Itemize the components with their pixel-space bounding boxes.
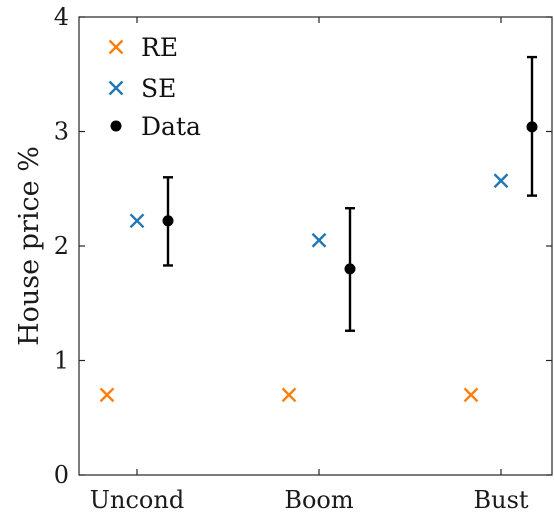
legend-label: RE <box>141 33 178 62</box>
legend-item-data: Data <box>110 112 201 141</box>
se-point <box>311 232 327 248</box>
legend-label: SE <box>141 74 176 103</box>
y-tick-label: 3 <box>54 118 69 146</box>
y-tick-label: 4 <box>54 3 69 31</box>
se-point <box>493 173 509 189</box>
legend-item-re: RE <box>108 33 178 62</box>
series-se <box>129 173 509 248</box>
legend-label: Data <box>141 112 201 141</box>
x-axis: Uncond Boom Bust <box>90 17 529 514</box>
series-re <box>99 387 479 403</box>
series-data <box>162 55 538 332</box>
y-tick-label: 0 <box>54 461 69 489</box>
plot-area <box>99 55 538 403</box>
data-point <box>344 263 356 275</box>
re-point <box>463 387 479 403</box>
y-axis-title: House price % <box>14 146 45 346</box>
data-point <box>162 215 174 227</box>
y-axis: 0 1 2 3 4 <box>54 3 552 489</box>
se-point <box>129 213 145 229</box>
data-point <box>526 121 538 133</box>
legend-marker <box>108 80 124 96</box>
x-tick-label: Bust <box>473 486 528 514</box>
x-tick-label: Boom <box>284 486 354 514</box>
re-point <box>99 387 115 403</box>
re-point <box>281 387 297 403</box>
y-tick-label: 2 <box>54 232 69 260</box>
y-tick-label: 1 <box>54 347 69 375</box>
legend-item-se: SE <box>108 74 176 103</box>
legend: RE SE Data <box>108 33 201 141</box>
legend-marker <box>108 39 124 55</box>
x-tick-label: Uncond <box>90 486 184 514</box>
legend-marker <box>110 120 122 132</box>
